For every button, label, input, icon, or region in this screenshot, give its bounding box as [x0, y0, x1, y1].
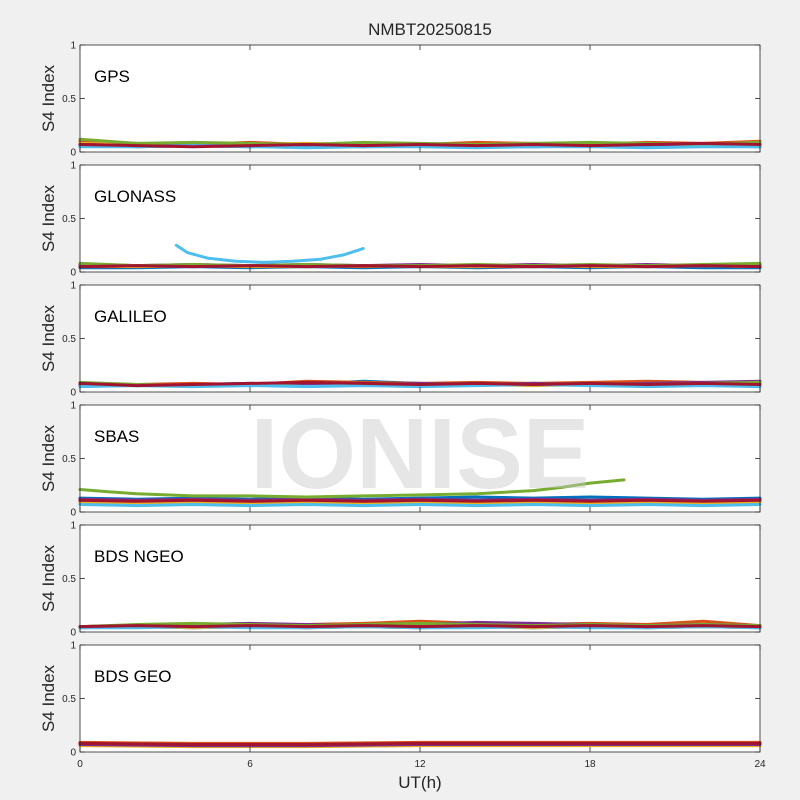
panel-bds-geo: 0 0.5 1 S4 Index BDS GEO [39, 641, 762, 759]
series-line [78, 264, 762, 269]
figure-title: NMBT20250815 [368, 20, 492, 39]
y-tick-label: 1 [70, 161, 76, 172]
plot-area [80, 525, 760, 632]
x-axis: 0 6 12 18 24 [77, 759, 766, 770]
x-tick-label: 0 [77, 759, 83, 770]
panel-sbas: 0 0.5 1 S4 Index SBAS [39, 401, 762, 519]
series-line [78, 383, 762, 389]
panel-gps: 0 0.5 1 S4 Index GPS [39, 41, 762, 159]
plot-area [80, 165, 760, 272]
y-tick-label: 0 [70, 628, 76, 639]
y-tick-label: 0 [70, 268, 76, 279]
series-group [78, 137, 762, 150]
y-tick-label: 1 [70, 41, 76, 52]
panel-bds-ngeo: 0 0.5 1 S4 Index BDS NGEO [39, 521, 762, 639]
x-tick-label: 24 [754, 759, 766, 770]
y-axis-label: S4 Index [39, 664, 58, 732]
series-line [78, 500, 762, 505]
x-tick-label: 18 [584, 759, 596, 770]
plot-area [80, 645, 760, 752]
series-line [78, 380, 762, 388]
x-tick-label: 6 [247, 759, 253, 770]
y-axis-label: S4 Index [39, 424, 58, 492]
y-tick-label: 0 [70, 748, 76, 759]
y-tick-label: 1 [70, 281, 76, 292]
series-line [78, 498, 762, 503]
watermark: IONISE [251, 398, 590, 510]
y-tick-label: 0.5 [62, 454, 76, 465]
series-line [78, 741, 762, 746]
panel-label: BDS GEO [94, 667, 171, 686]
y-tick-label: 0.5 [62, 574, 76, 585]
x-tick-label: 12 [414, 759, 426, 770]
plot-area [80, 285, 760, 392]
y-axis-label: S4 Index [39, 64, 58, 132]
panel-label: BDS NGEO [94, 547, 184, 566]
y-tick-label: 0.5 [62, 94, 76, 105]
panel-galileo: 0 0.5 1 S4 Index GALILEO [39, 281, 762, 399]
y-tick-label: 1 [70, 641, 76, 652]
y-tick-label: 1 [70, 521, 76, 532]
panel-label: GLONASS [94, 187, 176, 206]
panel-label: GALILEO [94, 307, 167, 326]
y-tick-label: 0.5 [62, 214, 76, 225]
panel-glonass: 0 0.5 1 S4 Index GLONASS [39, 161, 762, 279]
series-line [78, 503, 762, 508]
y-tick-label: 0.5 [62, 334, 76, 345]
series-group [78, 243, 762, 270]
series-group [78, 379, 762, 389]
panel-label: SBAS [94, 427, 139, 446]
y-tick-label: 0 [70, 508, 76, 519]
series-group [78, 478, 762, 508]
series-group [78, 619, 762, 630]
y-tick-label: 0.5 [62, 694, 76, 705]
series-line [174, 243, 365, 264]
panel-label: GPS [94, 67, 130, 86]
y-tick-label: 1 [70, 401, 76, 412]
panels: 0 0.5 1 S4 Index GPS 0 0.5 1 S4 Index GLONASS 0 0.5… [39, 41, 762, 759]
y-axis-label: S4 Index [39, 304, 58, 372]
plot-area [80, 45, 760, 152]
series-line [78, 478, 626, 499]
series-line [78, 624, 762, 629]
x-axis-label: UT(h) [398, 773, 441, 792]
series-line [78, 141, 762, 149]
y-axis-label: S4 Index [39, 184, 58, 252]
y-tick-label: 0 [70, 388, 76, 399]
y-axis-label: S4 Index [39, 544, 58, 612]
y-tick-label: 0 [70, 148, 76, 159]
series-group [78, 740, 762, 749]
